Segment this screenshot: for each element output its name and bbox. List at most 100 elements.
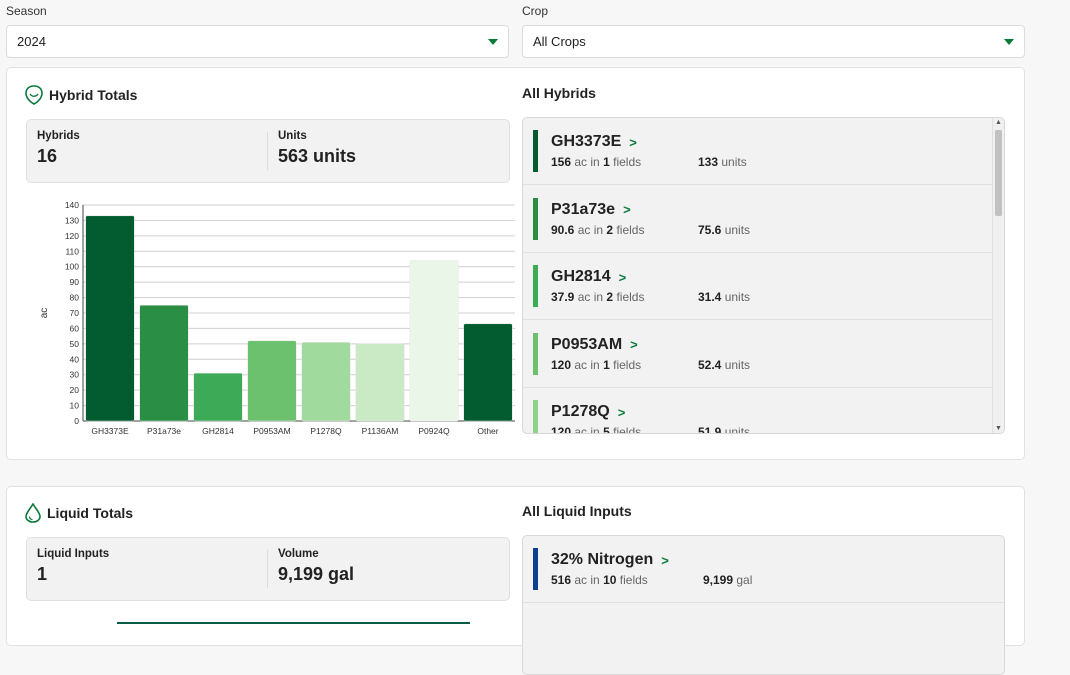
hybrid-fields: 1 xyxy=(603,155,610,169)
y-tick-label: 40 xyxy=(70,354,80,364)
liquid-list[interactable]: 32% Nitrogen > 516 ac in 10 fields 9,199… xyxy=(522,535,1005,675)
hybrid-units-meta: 51.9 units xyxy=(698,425,751,434)
chevron-right-icon[interactable]: > xyxy=(661,552,669,568)
droplet-icon xyxy=(25,503,41,523)
color-swatch xyxy=(533,265,538,307)
fields-text: fields xyxy=(613,425,642,434)
liquid-chart-bar-edge xyxy=(117,622,470,624)
fields-text: fields xyxy=(619,573,648,587)
hybrid-list-scrollbar[interactable]: ▲ ▼ xyxy=(992,118,1004,433)
hybrid-fields: 2 xyxy=(606,222,614,237)
hybrid-meta: 156 ac in 1 fields xyxy=(551,155,641,169)
liquid-name-text: 32% Nitrogen xyxy=(551,551,654,568)
crop-label: Crop xyxy=(522,4,549,18)
ac-in-text: ac in xyxy=(577,290,604,304)
x-tick-label: P31a73e xyxy=(147,426,181,436)
y-tick-label: 60 xyxy=(70,323,80,333)
list-item[interactable]: P31a73e >90.6 ac in 2 fields 75.6 units xyxy=(523,186,992,253)
y-tick-label: 10 xyxy=(70,401,80,411)
hybrid-card-title: Hybrid Totals xyxy=(25,85,137,105)
color-swatch xyxy=(533,548,538,590)
y-axis-label: ac xyxy=(39,308,50,319)
hybrid-name[interactable]: P0953AM > xyxy=(551,336,638,354)
liquid-card: Liquid Totals Liquid Inputs 1 Volume 9,1… xyxy=(6,486,1025,675)
hybrid-name-text: GH3373E xyxy=(551,133,622,150)
fields-text: fields xyxy=(613,357,642,372)
hybrid-units: 75.6 xyxy=(698,222,722,237)
hybrid-name-text: P31a73e xyxy=(551,200,616,218)
seed-icon xyxy=(25,85,43,105)
all-hybrids-title: All Hybrids xyxy=(522,85,596,101)
summary-divider xyxy=(267,550,268,588)
list-item[interactable]: GH3373E >156 ac in 1 fields 133 units xyxy=(523,118,992,185)
hybrid-fields: 2 xyxy=(606,290,614,304)
scroll-up-icon[interactable]: ▲ xyxy=(995,119,1002,126)
hybrid-meta: 120 ac in 5 fields xyxy=(551,425,642,434)
fields-text: fields xyxy=(613,155,642,169)
chevron-right-icon[interactable]: > xyxy=(629,134,637,150)
hybrid-list[interactable]: GH3373E >156 ac in 1 fields 133 units P31a7… xyxy=(522,117,1005,434)
chevron-right-icon[interactable]: > xyxy=(623,202,631,217)
scroll-down-icon[interactable]: ▼ xyxy=(995,425,1002,432)
hybrid-acres: 120 xyxy=(551,425,572,434)
hybrid-units: 133 xyxy=(698,155,719,169)
liquid-card-title-text: Liquid Totals xyxy=(47,505,134,521)
chevron-down-icon xyxy=(1004,38,1014,45)
hybrids-count: Hybrids 16 xyxy=(37,130,80,167)
liquid-summary: Liquid Inputs 1 Volume 9,199 gal xyxy=(26,537,510,601)
liquid-volume: Volume 9,199 gal xyxy=(278,548,354,585)
units-text: units xyxy=(724,425,751,434)
liquid-item-volume: 9,199 xyxy=(703,573,734,587)
y-tick-label: 100 xyxy=(65,262,79,272)
bar-P1136AM xyxy=(355,343,405,422)
all-liquid-inputs-title: All Liquid Inputs xyxy=(522,503,632,519)
list-item[interactable]: 32% Nitrogen > 516 ac in 10 fields 9,199… xyxy=(523,536,1004,603)
chevron-right-icon[interactable]: > xyxy=(618,269,627,285)
crop-select[interactable]: All Crops xyxy=(522,25,1025,58)
hybrid-acres: 156 xyxy=(551,155,572,169)
crop-value: All Crops xyxy=(533,34,586,49)
list-item[interactable]: P1278Q > 120 ac in 5 fields 51.9 units xyxy=(523,388,992,434)
fields-text: fields xyxy=(616,222,645,237)
hybrid-units-meta: 75.6 units xyxy=(698,223,750,237)
hybrid-name-text: GH2814 xyxy=(551,268,611,285)
summary-divider xyxy=(267,132,268,170)
ac-in-text: ac in xyxy=(574,155,600,169)
liquid-meta: 516 ac in 10 fields xyxy=(551,573,648,587)
hybrid-name[interactable]: GH3373E > xyxy=(551,133,637,151)
season-label: Season xyxy=(6,4,47,18)
y-tick-label: 140 xyxy=(65,200,79,210)
bar-GH3373E xyxy=(85,215,135,422)
chevron-right-icon[interactable]: > xyxy=(630,337,638,352)
y-tick-label: 50 xyxy=(70,339,80,349)
hybrid-name[interactable]: P31a73e > xyxy=(551,201,631,219)
y-tick-label: 110 xyxy=(65,246,79,256)
y-tick-label: 90 xyxy=(70,277,80,287)
season-select[interactable]: 2024 xyxy=(6,25,509,58)
liquid-inputs-label: Liquid Inputs xyxy=(37,548,110,560)
hybrid-name[interactable]: P1278Q > xyxy=(551,403,625,421)
list-item[interactable]: GH2814 >37.9 ac in 2 fields 31.4 units xyxy=(523,253,992,320)
scrollbar-thumb[interactable] xyxy=(995,130,1002,216)
units-text: units xyxy=(724,357,751,372)
y-tick-label: 20 xyxy=(70,385,80,395)
x-tick-label: GH2814 xyxy=(202,426,234,436)
units-text: units xyxy=(724,290,751,304)
liquid-name[interactable]: 32% Nitrogen > xyxy=(551,551,669,569)
hybrid-units-meta: 133 units xyxy=(698,155,747,169)
chevron-down-icon xyxy=(488,38,498,45)
x-tick-label: Other xyxy=(477,426,498,436)
color-swatch xyxy=(533,130,538,172)
y-tick-label: 70 xyxy=(70,308,80,318)
gal-text: gal xyxy=(736,573,753,587)
hybrid-acres-bar-chart: 0 10 20 30 40 50 60 70 80 90 100 110 120 130 140 ac GH33… xyxy=(39,200,515,436)
chevron-right-icon[interactable]: > xyxy=(617,404,626,420)
hybrid-name[interactable]: GH2814 > xyxy=(551,268,626,286)
ac-in-text: ac in xyxy=(577,222,604,237)
season-value: 2024 xyxy=(17,34,46,49)
liquid-volume-value: 9,199 gal xyxy=(278,564,355,584)
units-total-value: 563 units xyxy=(278,146,357,166)
color-swatch xyxy=(533,197,538,240)
list-item[interactable]: P0953AM >120 ac in 1 fields 52.4 units xyxy=(523,321,992,388)
y-tick-label: 130 xyxy=(65,215,79,225)
